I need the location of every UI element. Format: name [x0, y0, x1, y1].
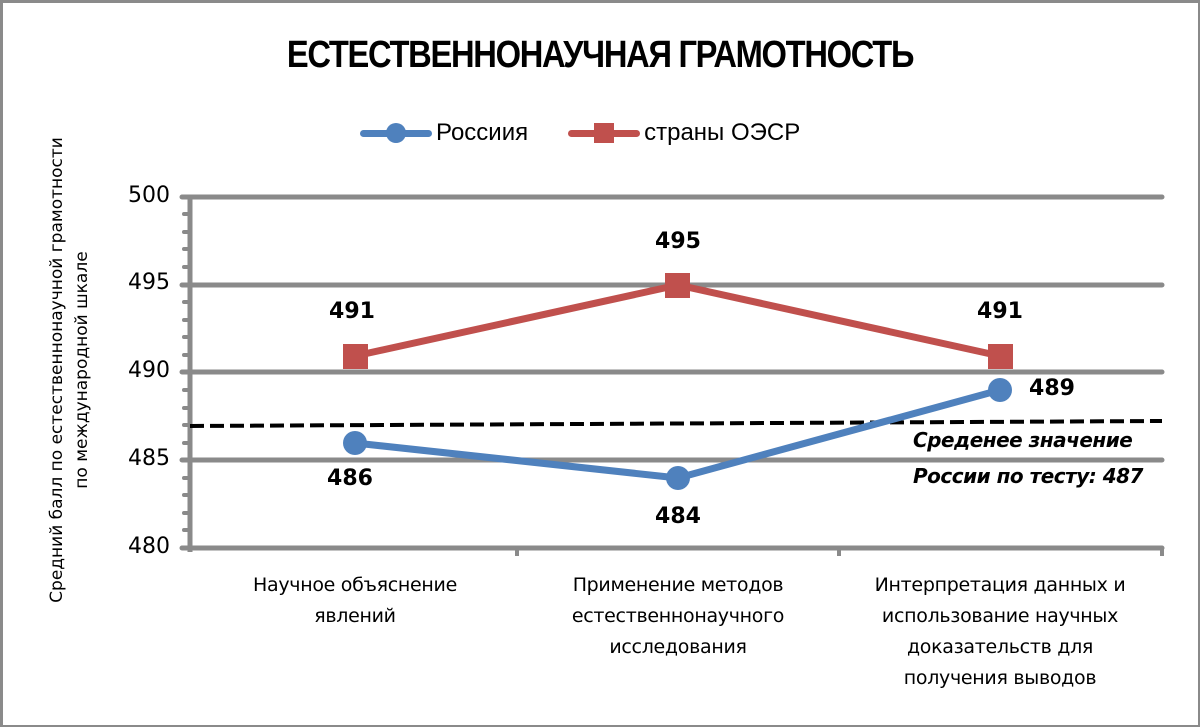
reference-annotation-line-2: России по тесту: 487 [913, 464, 1143, 488]
x-category-line: доказательств для [906, 636, 1094, 658]
data-label-russia: 489 [1029, 376, 1075, 401]
data-point-circle-icon [343, 431, 367, 455]
data-point-square-icon [988, 344, 1013, 369]
x-category-line: явлений [314, 605, 396, 627]
y-tick-label: 480 [128, 534, 170, 559]
x-category-line: естественнонаучного [571, 605, 785, 627]
data-point-square-icon [343, 344, 368, 369]
legend-circle-marker-icon [360, 123, 432, 143]
y-tick-label: 485 [128, 446, 170, 471]
legend-item-russia[interactable]: Россиия [360, 119, 528, 147]
data-label-oecd: 495 [655, 229, 701, 254]
legend-square-marker-icon [568, 123, 641, 143]
legend-label-oecd: страны ОЭСР [644, 119, 801, 146]
x-ticks [515, 548, 1164, 556]
data-label-russia: 484 [655, 504, 701, 529]
chart-title: ЕСТЕСТВЕННОНАУЧНАЯ ГРАМОТНОСТЬ [286, 34, 915, 76]
series-line-russia [354, 386, 1001, 482]
data-label-russia: 486 [327, 466, 373, 491]
legend-item-oecd[interactable]: страны ОЭСР [568, 119, 800, 147]
x-category-line: Интерпретация данных и [874, 574, 1126, 596]
data-point-square-icon [665, 273, 690, 298]
legend: Россиия страны ОЭСР [360, 118, 840, 148]
x-category-line: Научное объяснение [253, 574, 457, 596]
y-tick-label: 495 [128, 270, 170, 295]
x-category-label: Научное объяснение явлений [205, 570, 505, 632]
y-tick-label: 500 [128, 183, 170, 208]
x-category-label: Применение методов естественнонаучного и… [528, 570, 828, 663]
data-label-oecd: 491 [977, 299, 1023, 324]
y-minor-ticks [182, 212, 192, 532]
data-label-oecd: 491 [329, 299, 375, 324]
x-category-line: исследования [609, 636, 747, 658]
reference-line [189, 419, 1163, 428]
data-point-circle-icon [666, 466, 690, 490]
x-category-line: получения выводов [903, 667, 1097, 689]
x-category-label: Интерпретация данных и использование нау… [850, 570, 1150, 694]
y-tick-label: 490 [128, 358, 170, 383]
data-point-circle-icon [988, 378, 1012, 402]
x-category-line: использование научных [881, 605, 1119, 627]
legend-label-russia: Россиия [436, 119, 529, 146]
reference-annotation-line-1: Среденее значение [913, 428, 1133, 452]
x-category-line: Применение методов [572, 574, 784, 596]
